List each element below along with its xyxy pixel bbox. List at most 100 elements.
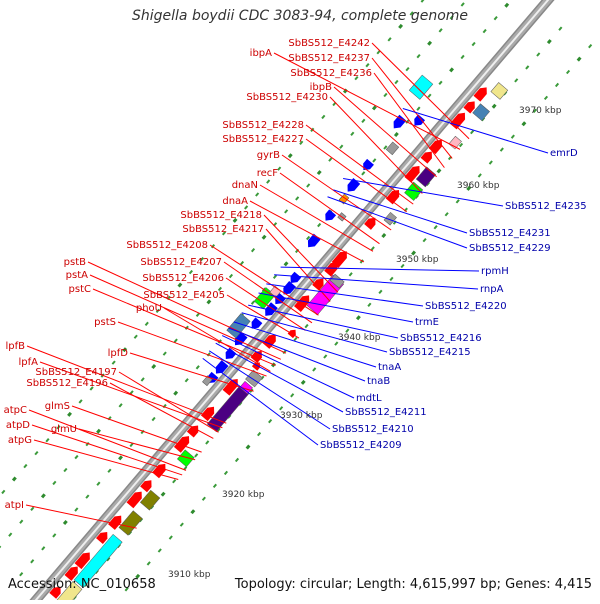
tick-mark [1,489,6,495]
tick-mark [210,244,216,249]
forward-gene-label: SbBS512_E4237 [288,53,370,64]
tick-mark [300,379,306,385]
tick-mark [40,493,46,499]
tick-mark [217,286,222,292]
gene-box [408,74,434,100]
forward-gene-arrow [420,151,432,164]
reverse-gene-arrow [347,178,361,192]
tick-mark [190,509,196,515]
tick-mark [493,15,498,21]
tick-mark [177,282,183,288]
reverse-gene-label: tnaB [367,376,390,387]
tick-mark [361,118,366,124]
tick-mark [268,418,273,424]
label-connector [26,345,227,424]
label-connector [266,283,424,307]
tick-mark [151,364,157,370]
tick-mark [63,467,68,473]
tick-mark [160,491,166,497]
tick-mark [466,185,472,191]
label-connector [92,288,276,366]
scale-label: 3970 kbp [519,106,562,116]
tick-mark [449,67,454,73]
label-connector [258,292,414,323]
tick-mark [525,65,530,70]
forward-gene-arrow [140,480,152,493]
reverse-gene-arrow [307,233,321,248]
tick-mark [422,237,427,243]
forward-gene-label: SbBS512_E4228 [222,120,304,131]
tick-mark [257,431,262,437]
tick-mark [212,483,217,488]
tick-mark [436,168,442,174]
label-connector [371,42,470,140]
tick-mark [345,328,350,333]
forward-gene-arrow [364,217,376,230]
tick-mark [74,507,79,512]
tick-mark [588,43,593,49]
tick-mark [194,453,199,458]
tick-mark [122,347,128,353]
reverse-gene-arrow [393,114,407,129]
forward-gene-label: dnaN [232,180,258,191]
forward-gene-label: SbBS512_E4196 [26,378,108,389]
tick-mark [45,438,50,443]
forward-gene-arrow [108,515,122,530]
label-connector [305,124,414,205]
tick-mark [393,132,399,138]
tick-mark [372,158,377,163]
forward-gene-label: SbBS512_E4208 [126,240,208,251]
tick-mark [255,192,260,197]
reverse-gene-arrow [283,280,297,295]
forward-gene-label: SbBS512_E4230 [246,92,328,103]
forward-gene-arrow [473,87,487,102]
scale-label: 3940 kbp [338,333,381,343]
scale-label: 3920 kbp [222,490,265,500]
tick-mark [67,411,72,417]
forward-gene-label: atpC [4,405,27,416]
label-connector [327,196,468,249]
tick-mark [471,41,476,47]
scale-labels: 3910 kbp 3920 kbp 3930 kbp 3940 kbp 3950 kbp… [168,106,562,580]
forward-gene-label: pstC [69,284,91,295]
tick-mark [85,494,90,499]
gene-box [490,82,509,100]
forward-gene-label: pstB [64,257,86,268]
tick-mark [433,225,438,230]
label-connector [208,350,331,430]
tick-mark [317,222,322,228]
tick-mark [323,354,328,359]
reverse-gene-label: rpmH [481,266,509,277]
tick-mark [400,263,405,269]
tick-mark [179,522,184,527]
forward-gene-arrow [49,586,61,599]
reverse-gene-label: rnpA [480,284,504,295]
tick-mark [283,261,289,267]
tick-mark [8,532,13,537]
reverse-gene-label: SbBS512_E4229 [469,243,551,254]
tick-mark [383,145,388,150]
forward-gene-label: SbBS512_E4236 [290,68,372,79]
tick-mark [355,315,361,321]
tick-mark [348,272,353,277]
scale-label: 3930 kbp [280,411,323,421]
label-connector [89,274,282,360]
label-connector [402,108,549,154]
forward-gene-arrow [64,566,78,581]
forward-gene-arrow [312,278,324,291]
tick-mark [41,546,46,551]
tick-mark [206,299,212,305]
tick-mark [328,157,333,162]
tick-mark [290,393,295,398]
tick-mark [482,28,487,34]
tick-mark [284,209,289,214]
tick-mark [168,535,173,540]
reverse-gene-label: SbBS512_E4211 [345,407,427,418]
tick-mark [361,171,366,176]
forward-gene-arrow [96,531,108,544]
tick-mark [173,390,179,396]
tick-mark [532,108,538,113]
forward-gene-label: atpI [5,500,24,511]
forward-gene-label: lpfA [19,357,39,368]
label-connector [78,428,196,461]
